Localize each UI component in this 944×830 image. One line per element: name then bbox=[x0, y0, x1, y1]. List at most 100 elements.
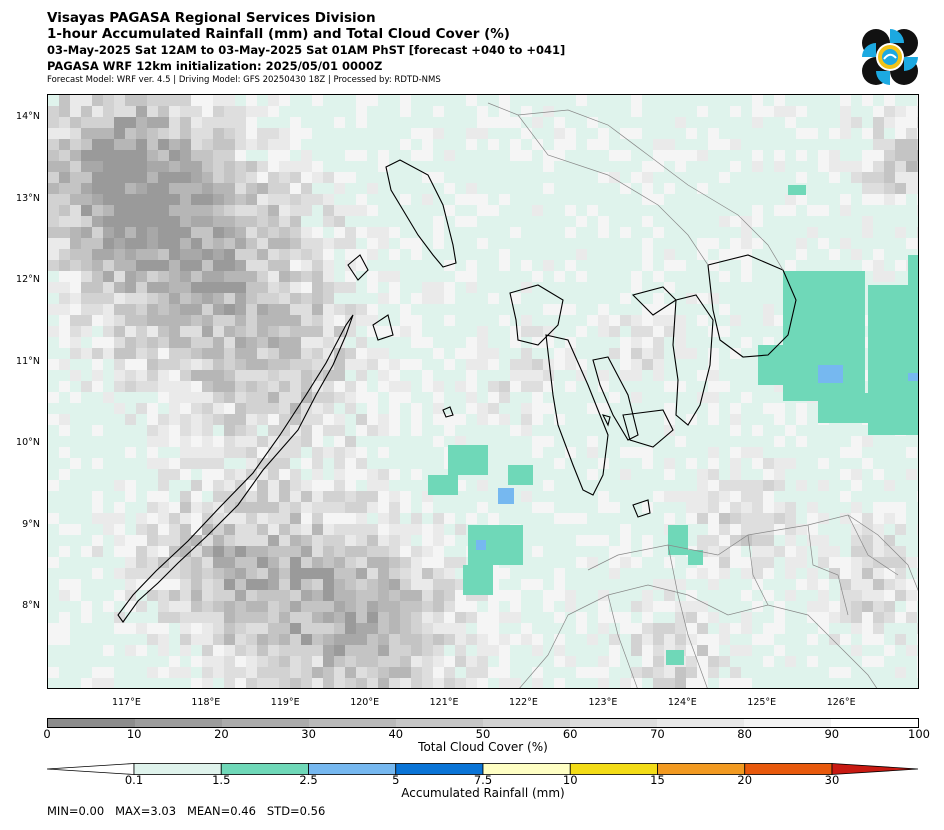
cloud-cell bbox=[730, 502, 741, 513]
cloud-cell bbox=[81, 601, 92, 612]
cloud-cell bbox=[103, 392, 114, 403]
cloud-cell bbox=[477, 623, 488, 634]
cloud-cell bbox=[422, 557, 433, 568]
rain-tick-label: 15 bbox=[650, 773, 665, 787]
cloud-cell bbox=[92, 315, 103, 326]
cloud-cell bbox=[851, 568, 862, 579]
cloud-cell bbox=[224, 128, 235, 139]
cloud-cell bbox=[279, 315, 290, 326]
cloud-cell bbox=[444, 293, 455, 304]
cloud-cell bbox=[598, 458, 609, 469]
cloud-cell bbox=[565, 381, 576, 392]
cloud-cell bbox=[246, 667, 257, 678]
cloud-cell bbox=[312, 293, 323, 304]
cloud-cell bbox=[114, 282, 125, 293]
cloud-cell bbox=[917, 183, 918, 194]
cloud-cell bbox=[884, 502, 895, 513]
cloud-cell bbox=[400, 95, 411, 106]
cloud-cell bbox=[444, 150, 455, 161]
cloud-cell bbox=[345, 381, 356, 392]
title-initialization: PAGASA WRF 12km initialization: 2025/05/… bbox=[47, 59, 383, 73]
cloud-cell bbox=[279, 227, 290, 238]
rain-tick-label: 1.5 bbox=[212, 773, 231, 787]
cloud-cell bbox=[741, 238, 752, 249]
cloud-cell bbox=[290, 678, 301, 688]
cloud-cell bbox=[81, 612, 92, 623]
cloud-cell bbox=[609, 315, 620, 326]
cloud-cell bbox=[114, 623, 125, 634]
cloud-cell bbox=[103, 238, 114, 249]
cloud-cell bbox=[213, 458, 224, 469]
cloud-cell bbox=[103, 260, 114, 271]
cloud-cell bbox=[246, 645, 257, 656]
cloud-cell bbox=[488, 623, 499, 634]
cloud-cell bbox=[70, 128, 81, 139]
cloud-cell bbox=[92, 370, 103, 381]
cloud-cell bbox=[235, 425, 246, 436]
cloud-cell bbox=[884, 546, 895, 557]
cloud-cell bbox=[906, 172, 917, 183]
cloud-cell bbox=[752, 634, 763, 645]
cloud-cell bbox=[81, 106, 92, 117]
cloud-cell bbox=[81, 95, 92, 106]
cloud-cell bbox=[290, 172, 301, 183]
cloud-cell bbox=[323, 238, 334, 249]
cloud-cell bbox=[257, 172, 268, 183]
cloud-cell bbox=[246, 282, 257, 293]
cloud-cell bbox=[334, 601, 345, 612]
cloud-cell bbox=[356, 535, 367, 546]
cloud-cell bbox=[345, 249, 356, 260]
cloud-cell bbox=[334, 117, 345, 128]
cloud-cell bbox=[642, 326, 653, 337]
cloud-cell bbox=[411, 337, 422, 348]
cloud-cell bbox=[59, 139, 70, 150]
cloud-cell bbox=[554, 117, 565, 128]
cloud-cell bbox=[125, 326, 136, 337]
cloud-cell bbox=[532, 359, 543, 370]
cloud-cell bbox=[554, 359, 565, 370]
cloud-cell bbox=[444, 612, 455, 623]
cloud-cell bbox=[653, 315, 664, 326]
cloud-cell bbox=[268, 95, 279, 106]
cloud-cell bbox=[169, 381, 180, 392]
cloud-cell bbox=[48, 634, 59, 645]
cloud-cell bbox=[180, 513, 191, 524]
cloud-cell bbox=[257, 326, 268, 337]
cloud-cell bbox=[268, 216, 279, 227]
cloud-cell bbox=[598, 128, 609, 139]
cloud-cell bbox=[554, 612, 565, 623]
cloud-cell bbox=[114, 205, 125, 216]
cloud-cell bbox=[356, 370, 367, 381]
cloud-cell bbox=[367, 348, 378, 359]
cloud-cell bbox=[862, 128, 873, 139]
cloud-cell bbox=[818, 612, 829, 623]
title-product: 1-hour Accumulated Rainfall (mm) and Tot… bbox=[47, 26, 510, 42]
cloud-cell bbox=[169, 172, 180, 183]
cloud-cell bbox=[598, 678, 609, 688]
cloud-cell bbox=[477, 612, 488, 623]
cloud-cell bbox=[598, 139, 609, 150]
cloud-cell bbox=[191, 634, 202, 645]
cloud-cell bbox=[202, 370, 213, 381]
cloud-cell bbox=[323, 612, 334, 623]
cloud-cell bbox=[279, 304, 290, 315]
cloud-cell bbox=[125, 381, 136, 392]
cloud-cell bbox=[411, 403, 422, 414]
cloud-cell bbox=[301, 172, 312, 183]
cloud-cell bbox=[741, 337, 752, 348]
cloud-cell bbox=[345, 546, 356, 557]
rain-cell bbox=[788, 185, 806, 195]
cloud-cell bbox=[664, 326, 675, 337]
cloud-cell bbox=[169, 436, 180, 447]
cloud-cell bbox=[334, 326, 345, 337]
cloud-cell bbox=[565, 348, 576, 359]
cloud-cell bbox=[389, 612, 400, 623]
cloud-cell bbox=[202, 557, 213, 568]
cloud-cell bbox=[356, 579, 367, 590]
cloud-cell bbox=[609, 150, 620, 161]
cloud-cell bbox=[851, 623, 862, 634]
cloud-cell bbox=[840, 667, 851, 678]
cloud-cell bbox=[191, 392, 202, 403]
cloud-cell bbox=[510, 150, 521, 161]
cloud-cell bbox=[224, 194, 235, 205]
